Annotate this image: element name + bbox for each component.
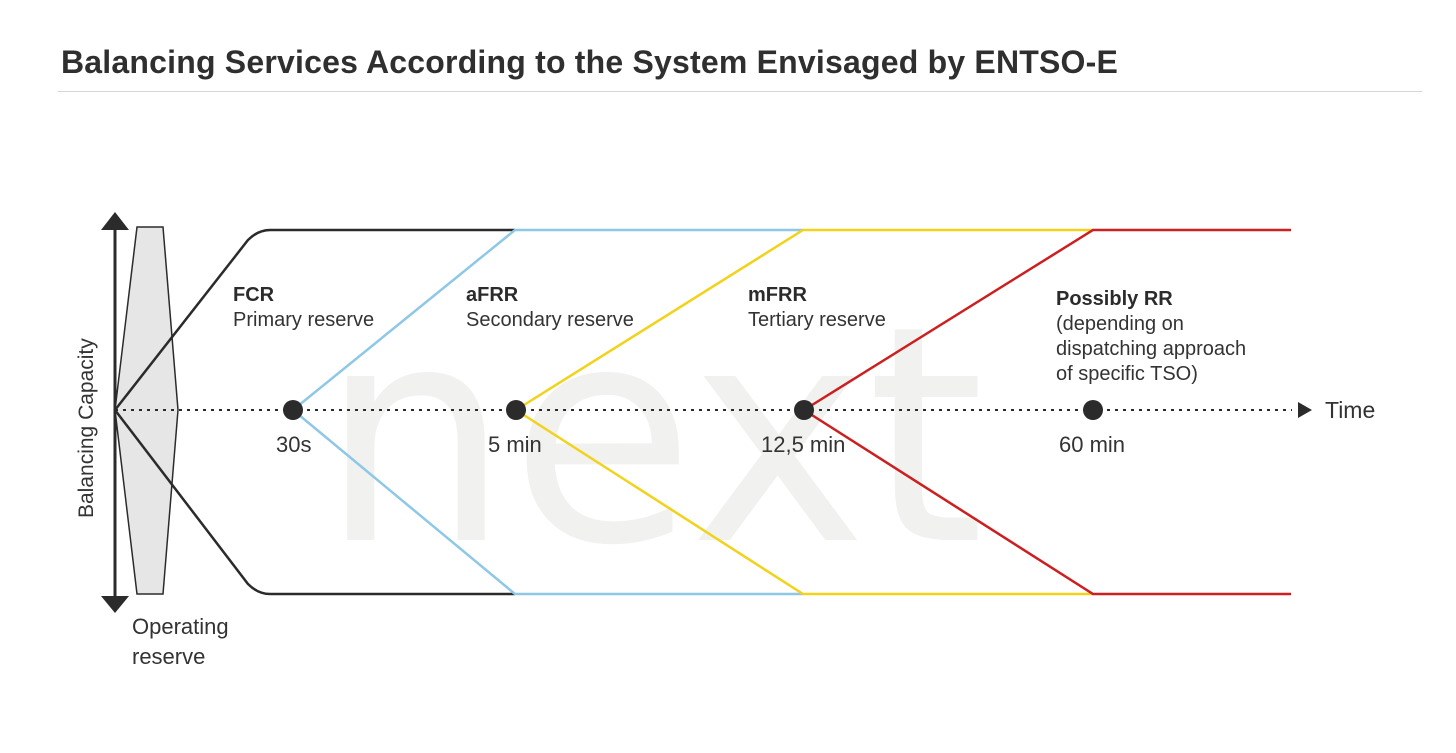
time-marker-12-5min [794, 400, 814, 420]
operating-reserve-label: Operating reserve [132, 612, 229, 672]
fcr-upper-line [114, 228, 515, 411]
page-title: Balancing Services According to the Syst… [61, 44, 1119, 80]
time-marker-5min [506, 400, 526, 420]
time-axis-label: Time [1325, 397, 1376, 423]
fcr-desc: Primary reserve [233, 309, 375, 331]
mfrr-lower-line [515, 408, 1093, 596]
rr-label: Possibly RR (depending on dispatching ap… [1056, 287, 1246, 387]
time-marker-30s [283, 400, 303, 420]
operating-reserve-line2: reserve [132, 644, 206, 669]
arrow-up-icon [101, 212, 129, 230]
time-label-60min: 60 min [1059, 432, 1126, 457]
time-label-12-5min: 12,5 min [761, 432, 846, 457]
afrr-upper-line [292, 228, 803, 411]
mfrr-label: mFRR Tertiary reserve [748, 283, 886, 333]
rr-lower-line [803, 408, 1291, 596]
fcr-label: FCR Primary reserve [233, 283, 374, 333]
mfrr-upper-line [515, 228, 1093, 412]
mfrr-name: mFRR [748, 284, 807, 306]
fcr-lower-line [114, 409, 515, 596]
afrr-name: aFRR [466, 284, 519, 306]
rr-desc-line1: (depending on [1056, 313, 1184, 335]
time-marker-60min [1083, 400, 1103, 420]
rr-name: Possibly RR [1056, 288, 1173, 310]
arrow-right-icon [1298, 402, 1312, 418]
afrr-lower-line [292, 409, 803, 596]
time-label-5min: 5 min [488, 432, 542, 457]
rr-desc-line3: of specific TSO) [1056, 363, 1198, 385]
afrr-label: aFRR Secondary reserve [466, 283, 634, 333]
capacity-axis-label: Balancing Capacity [75, 338, 98, 518]
mfrr-desc: Tertiary reserve [748, 309, 886, 331]
title-divider [58, 91, 1422, 92]
rr-desc-line2: dispatching approach [1056, 338, 1247, 360]
afrr-desc: Secondary reserve [466, 309, 634, 331]
arrow-down-icon [101, 596, 129, 613]
operating-reserve-line1: Operating [132, 614, 229, 639]
time-label-30s: 30s [276, 432, 312, 457]
watermark-text: next [320, 262, 985, 611]
rr-upper-line [803, 228, 1291, 412]
fcr-name: FCR [233, 284, 275, 306]
